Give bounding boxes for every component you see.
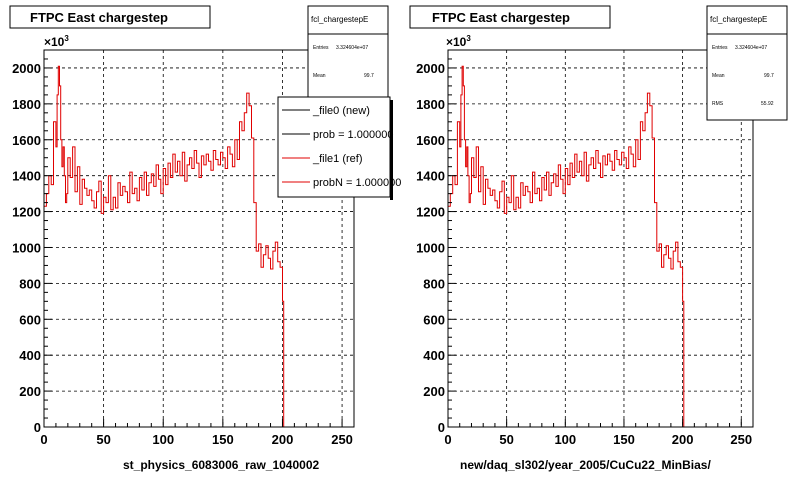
y-tick-label: 600	[423, 312, 445, 327]
x-tick-label: 50	[96, 432, 110, 447]
y-tick-label: 2000	[12, 61, 41, 76]
y-tick-label: 200	[423, 384, 445, 399]
y-tick-label: 800	[19, 276, 41, 291]
left-legend: _file0 (new) prob = 1.000000 _file1 (ref…	[277, 96, 401, 198]
x-tick-label: 100	[554, 432, 576, 447]
y-tick-label: 0	[34, 420, 41, 435]
right-stats-mean-label: Mean	[712, 73, 725, 79]
x-tick-label: 150	[212, 432, 234, 447]
x-tick-label: 200	[272, 432, 294, 447]
legend-entry-prob: prob = 1.000000	[313, 129, 393, 141]
left-stats-mean-label: Mean	[313, 73, 326, 79]
series-line	[44, 65, 288, 428]
legend-entry-new: _file0 (new)	[312, 105, 370, 117]
right-panel: 0 50 100 150 200 250 0 200 400 600 800 1000 1200 1400…	[409, 5, 788, 472]
right-stats-name: fcl_chargestepE	[710, 15, 767, 24]
right-title: FTPC East chargestep	[432, 10, 570, 25]
left-x-axis-label: st_physics_6083006_raw_1040002	[123, 458, 319, 472]
right-stats-entries-label: Entries	[712, 45, 728, 51]
x-tick-label: 250	[730, 432, 752, 447]
left-panel: 0 50 100 150 200 250 0 200 400 600 800 1000 1200 1400…	[9, 5, 401, 472]
y-tick-label: 1000	[416, 240, 445, 255]
left-title-box	[9, 5, 211, 29]
left-title: FTPC East chargestep	[30, 10, 168, 25]
left-stats-mean-value: 99.7	[364, 73, 374, 79]
series-line	[448, 65, 688, 428]
left-exponent-label: ×103	[44, 34, 69, 49]
y-tick-label: 1600	[416, 133, 445, 148]
y-tick-label: 1200	[12, 205, 41, 220]
y-tick-label: 1600	[12, 133, 41, 148]
left-axes: 0 50 100 150 200 250 0 200 400 600 800 1000 1200 1400…	[12, 58, 353, 447]
x-tick-label: 100	[152, 432, 174, 447]
left-stats-entries-value: 3.324604e+07	[336, 45, 368, 51]
x-tick-label: 0	[444, 432, 451, 447]
left-legend-shadow	[390, 100, 393, 200]
right-exponent-label: ×103	[446, 34, 471, 49]
x-tick-label: 200	[672, 432, 694, 447]
left-stats-entries-label: Entries	[313, 45, 329, 51]
y-tick-label: 600	[19, 312, 41, 327]
x-tick-label: 0	[40, 432, 47, 447]
right-title-box	[409, 5, 611, 29]
y-tick-label: 400	[19, 348, 41, 363]
y-tick-label: 200	[19, 384, 41, 399]
left-stats-name: fcl_chargestepE	[311, 15, 368, 24]
right-axes: 0 50 100 150 200 250 0 200 400 600 800 1000 1200 1400…	[416, 58, 752, 447]
left-series	[44, 65, 288, 428]
right-stats-mean-value: 99.7	[764, 73, 774, 79]
y-tick-label: 1400	[12, 169, 41, 184]
x-tick-label: 150	[613, 432, 635, 447]
y-tick-label: 1200	[416, 205, 445, 220]
right-x-axis-label: new/daq_sl302/year_2005/CuCu22_MinBias/	[460, 458, 711, 472]
right-series	[448, 65, 688, 428]
legend-entry-probn: probN = 1.000000	[313, 177, 401, 189]
right-stats-rms-label: RMS	[712, 101, 724, 107]
x-tick-label: 50	[499, 432, 513, 447]
y-tick-label: 800	[423, 276, 445, 291]
left-stats-box: fcl_chargestepE Entries 3.324604e+07 Mea…	[307, 5, 389, 105]
y-tick-label: 2000	[416, 61, 445, 76]
y-tick-label: 1800	[416, 97, 445, 112]
legend-entry-ref: _file1 (ref)	[312, 153, 363, 165]
x-tick-label: 250	[331, 432, 353, 447]
y-tick-label: 0	[438, 420, 445, 435]
y-tick-label: 1400	[416, 169, 445, 184]
right-stats-rms-value: 55.92	[761, 101, 774, 107]
right-stats-box: fcl_chargestepE Entries 3.324604e+07 Mea…	[706, 5, 788, 121]
y-tick-label: 1800	[12, 97, 41, 112]
y-tick-label: 400	[423, 348, 445, 363]
right-stats-entries-value: 3.324604e+07	[735, 45, 767, 51]
y-tick-label: 1000	[12, 240, 41, 255]
